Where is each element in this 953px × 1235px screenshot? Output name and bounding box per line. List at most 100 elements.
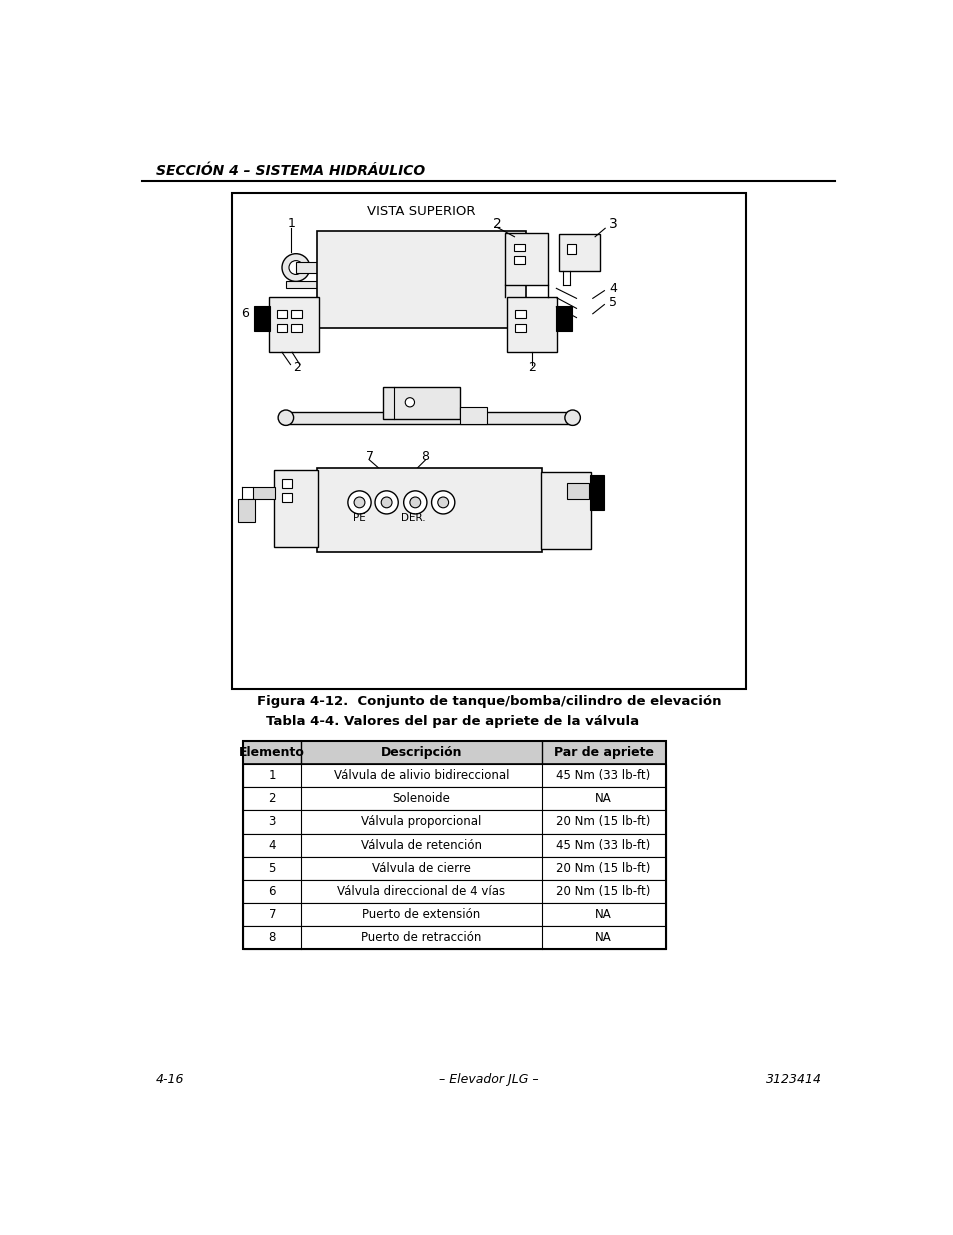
Text: 1: 1 bbox=[287, 217, 294, 230]
Bar bbox=[243, 879, 665, 903]
Circle shape bbox=[437, 496, 448, 508]
Bar bbox=[243, 810, 665, 834]
Text: 4: 4 bbox=[608, 282, 617, 295]
Bar bbox=[253, 306, 270, 331]
Bar bbox=[243, 857, 665, 879]
Text: Válvula de cierre: Válvula de cierre bbox=[372, 862, 471, 874]
Text: 7: 7 bbox=[365, 450, 374, 463]
Bar bbox=[282, 411, 576, 424]
Circle shape bbox=[289, 261, 303, 274]
Text: Solenoide: Solenoide bbox=[392, 793, 450, 805]
Text: 7: 7 bbox=[269, 908, 275, 921]
Text: 8: 8 bbox=[421, 450, 429, 463]
Text: NA: NA bbox=[595, 793, 612, 805]
Bar bbox=[237, 499, 254, 521]
Bar bbox=[514, 243, 524, 252]
Text: 2: 2 bbox=[493, 216, 501, 231]
Text: 4-16: 4-16 bbox=[155, 1073, 184, 1087]
Text: Figura 4-12.  Conjunto de tanque/bomba/cilindro de elevación: Figura 4-12. Conjunto de tanque/bomba/ci… bbox=[256, 694, 720, 708]
Bar bbox=[243, 787, 665, 810]
Circle shape bbox=[375, 490, 397, 514]
Circle shape bbox=[564, 410, 579, 425]
Text: NA: NA bbox=[595, 908, 612, 921]
Bar bbox=[243, 926, 665, 948]
Circle shape bbox=[410, 496, 420, 508]
Text: 5: 5 bbox=[269, 862, 275, 874]
Circle shape bbox=[278, 410, 294, 425]
Bar bbox=[515, 324, 525, 332]
Bar bbox=[515, 310, 525, 319]
Text: 1: 1 bbox=[269, 769, 275, 782]
Text: Válvula proporcional: Válvula proporcional bbox=[361, 815, 481, 829]
Bar bbox=[243, 903, 665, 926]
Bar bbox=[253, 487, 274, 499]
Bar bbox=[514, 256, 524, 264]
Text: 2: 2 bbox=[269, 793, 275, 805]
Bar bbox=[556, 306, 571, 331]
Text: 5: 5 bbox=[608, 295, 617, 309]
Text: 2: 2 bbox=[528, 361, 536, 374]
Bar bbox=[316, 231, 525, 327]
Bar bbox=[282, 493, 292, 501]
Bar bbox=[291, 310, 302, 319]
Text: Descripción: Descripción bbox=[380, 746, 462, 760]
Text: 2: 2 bbox=[294, 361, 301, 374]
Text: 45 Nm (33 lb-ft): 45 Nm (33 lb-ft) bbox=[556, 839, 650, 852]
Text: Válvula de retención: Válvula de retención bbox=[360, 839, 481, 852]
Bar bbox=[540, 472, 591, 548]
Bar bbox=[567, 243, 576, 254]
Circle shape bbox=[354, 496, 365, 508]
Bar bbox=[316, 468, 541, 552]
Bar bbox=[243, 741, 665, 764]
Bar bbox=[291, 324, 302, 332]
Text: SECCIÓN 4 – SISTEMA HIDRÁULICO: SECCIÓN 4 – SISTEMA HIDRÁULICO bbox=[155, 164, 424, 178]
Bar bbox=[286, 280, 320, 288]
Text: 20 Nm (15 lb-ft): 20 Nm (15 lb-ft) bbox=[556, 884, 650, 898]
Bar bbox=[269, 296, 319, 352]
Bar bbox=[567, 483, 588, 499]
Text: VISTA SUPERIOR: VISTA SUPERIOR bbox=[367, 205, 476, 217]
Text: Tabla 4-4. Valores del par de apriete de la válvula: Tabla 4-4. Valores del par de apriete de… bbox=[266, 715, 639, 729]
Circle shape bbox=[431, 490, 455, 514]
Text: 20 Nm (15 lb-ft): 20 Nm (15 lb-ft) bbox=[556, 815, 650, 829]
Text: DER.: DER. bbox=[401, 513, 426, 522]
Bar bbox=[276, 310, 287, 319]
Circle shape bbox=[282, 253, 310, 282]
Bar bbox=[282, 479, 292, 488]
Bar bbox=[243, 741, 665, 948]
Bar bbox=[382, 387, 459, 419]
Text: Válvula direccional de 4 vías: Válvula direccional de 4 vías bbox=[337, 884, 505, 898]
Bar bbox=[274, 471, 317, 547]
Text: 6: 6 bbox=[240, 308, 249, 320]
Bar bbox=[243, 834, 665, 857]
Text: 8: 8 bbox=[269, 931, 275, 944]
Circle shape bbox=[381, 496, 392, 508]
Text: Par de apriete: Par de apriete bbox=[553, 746, 653, 760]
Bar bbox=[506, 296, 557, 352]
Text: 20 Nm (15 lb-ft): 20 Nm (15 lb-ft) bbox=[556, 862, 650, 874]
Bar bbox=[505, 233, 547, 285]
Text: Elemento: Elemento bbox=[239, 746, 305, 760]
Bar bbox=[459, 406, 487, 424]
Circle shape bbox=[348, 490, 371, 514]
Text: – Elevador JLG –: – Elevador JLG – bbox=[438, 1073, 538, 1087]
Bar bbox=[589, 475, 603, 510]
Text: 45 Nm (33 lb-ft): 45 Nm (33 lb-ft) bbox=[556, 769, 650, 782]
Text: 3123414: 3123414 bbox=[765, 1073, 821, 1087]
Text: 6: 6 bbox=[269, 884, 275, 898]
Circle shape bbox=[405, 398, 415, 406]
Circle shape bbox=[403, 490, 427, 514]
Text: PE: PE bbox=[353, 513, 366, 522]
Bar bbox=[243, 764, 665, 787]
Bar bbox=[295, 262, 319, 273]
Text: Válvula de alivio bidireccional: Válvula de alivio bidireccional bbox=[334, 769, 509, 782]
Text: 3: 3 bbox=[608, 216, 617, 231]
Bar bbox=[558, 235, 599, 272]
Text: Puerto de retracción: Puerto de retracción bbox=[361, 931, 481, 944]
Bar bbox=[276, 324, 287, 332]
Text: NA: NA bbox=[595, 931, 612, 944]
Text: Puerto de extensión: Puerto de extensión bbox=[362, 908, 480, 921]
Text: 3: 3 bbox=[269, 815, 275, 829]
Bar bbox=[232, 193, 745, 689]
Text: 4: 4 bbox=[269, 839, 275, 852]
